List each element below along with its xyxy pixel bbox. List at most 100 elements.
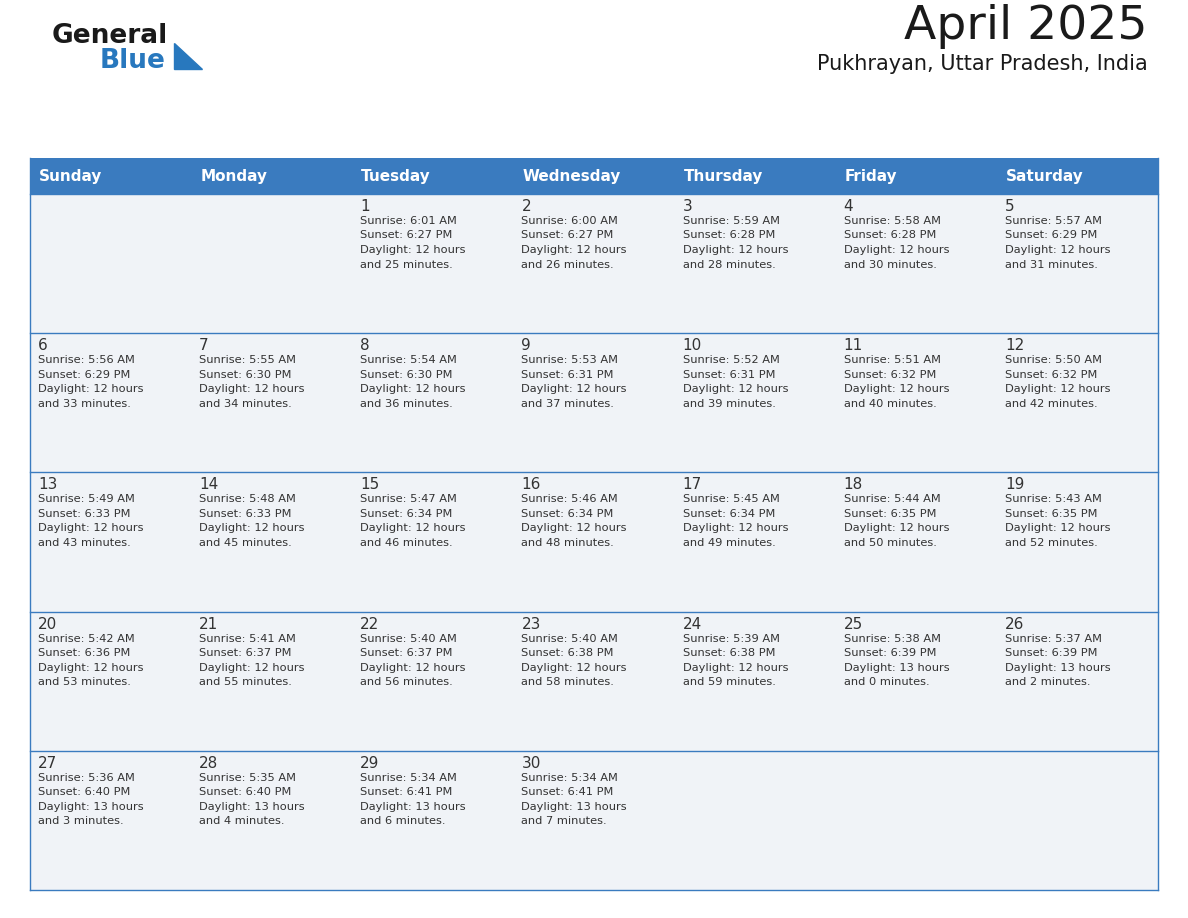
Text: Sunset: 6:41 PM: Sunset: 6:41 PM xyxy=(522,788,614,798)
Text: Tuesday: Tuesday xyxy=(361,169,431,184)
Text: Sunset: 6:29 PM: Sunset: 6:29 PM xyxy=(38,370,131,380)
Text: Daylight: 13 hours: Daylight: 13 hours xyxy=(200,801,305,812)
Text: Friday: Friday xyxy=(845,169,897,184)
Text: Sunrise: 6:01 AM: Sunrise: 6:01 AM xyxy=(360,216,457,226)
Text: Sunrise: 5:34 AM: Sunrise: 5:34 AM xyxy=(360,773,457,783)
Text: Sunrise: 5:59 AM: Sunrise: 5:59 AM xyxy=(683,216,779,226)
Text: Daylight: 12 hours: Daylight: 12 hours xyxy=(843,523,949,533)
Text: and 36 minutes.: and 36 minutes. xyxy=(360,398,453,409)
Bar xyxy=(30,751,1158,890)
Text: and 59 minutes.: and 59 minutes. xyxy=(683,677,776,687)
Text: 21: 21 xyxy=(200,617,219,632)
Text: Sunrise: 5:42 AM: Sunrise: 5:42 AM xyxy=(38,633,134,644)
Text: and 56 minutes.: and 56 minutes. xyxy=(360,677,453,687)
Text: Sunrise: 5:38 AM: Sunrise: 5:38 AM xyxy=(843,633,941,644)
Text: Sunrise: 5:48 AM: Sunrise: 5:48 AM xyxy=(200,495,296,504)
Text: and 31 minutes.: and 31 minutes. xyxy=(1005,260,1098,270)
Text: Sunset: 6:30 PM: Sunset: 6:30 PM xyxy=(360,370,453,380)
Text: and 43 minutes.: and 43 minutes. xyxy=(38,538,131,548)
Text: 18: 18 xyxy=(843,477,862,492)
Text: 25: 25 xyxy=(843,617,862,632)
Text: and 6 minutes.: and 6 minutes. xyxy=(360,816,446,826)
Text: Daylight: 12 hours: Daylight: 12 hours xyxy=(200,385,304,394)
Text: Sunrise: 5:47 AM: Sunrise: 5:47 AM xyxy=(360,495,457,504)
Text: 17: 17 xyxy=(683,477,702,492)
Text: Saturday: Saturday xyxy=(1006,169,1083,184)
Text: Sunrise: 5:43 AM: Sunrise: 5:43 AM xyxy=(1005,495,1101,504)
Text: and 4 minutes.: and 4 minutes. xyxy=(200,816,285,826)
Text: and 42 minutes.: and 42 minutes. xyxy=(1005,398,1098,409)
Text: Sunset: 6:35 PM: Sunset: 6:35 PM xyxy=(1005,509,1098,519)
Text: Daylight: 12 hours: Daylight: 12 hours xyxy=(1005,523,1111,533)
Text: 8: 8 xyxy=(360,338,369,353)
Text: Daylight: 12 hours: Daylight: 12 hours xyxy=(683,523,788,533)
Text: 23: 23 xyxy=(522,617,541,632)
Text: Blue: Blue xyxy=(100,48,166,74)
Text: 4: 4 xyxy=(843,199,853,214)
Text: 11: 11 xyxy=(843,338,862,353)
Text: and 52 minutes.: and 52 minutes. xyxy=(1005,538,1098,548)
Text: Sunrise: 5:37 AM: Sunrise: 5:37 AM xyxy=(1005,633,1101,644)
Text: Daylight: 12 hours: Daylight: 12 hours xyxy=(360,523,466,533)
Text: Daylight: 12 hours: Daylight: 12 hours xyxy=(683,245,788,255)
Text: and 46 minutes.: and 46 minutes. xyxy=(360,538,453,548)
Text: Sunrise: 5:34 AM: Sunrise: 5:34 AM xyxy=(522,773,618,783)
Text: Sunset: 6:28 PM: Sunset: 6:28 PM xyxy=(683,230,775,241)
Text: and 50 minutes.: and 50 minutes. xyxy=(843,538,936,548)
Text: Daylight: 12 hours: Daylight: 12 hours xyxy=(522,385,627,394)
Text: and 7 minutes.: and 7 minutes. xyxy=(522,816,607,826)
Text: Sunset: 6:28 PM: Sunset: 6:28 PM xyxy=(843,230,936,241)
Text: Sunrise: 5:55 AM: Sunrise: 5:55 AM xyxy=(200,355,296,365)
Text: Daylight: 13 hours: Daylight: 13 hours xyxy=(38,801,144,812)
Text: Daylight: 12 hours: Daylight: 12 hours xyxy=(360,245,466,255)
Text: 13: 13 xyxy=(38,477,57,492)
Text: Sunrise: 5:50 AM: Sunrise: 5:50 AM xyxy=(1005,355,1101,365)
Text: 10: 10 xyxy=(683,338,702,353)
Text: and 53 minutes.: and 53 minutes. xyxy=(38,677,131,687)
Text: 30: 30 xyxy=(522,756,541,771)
Text: Sunset: 6:33 PM: Sunset: 6:33 PM xyxy=(200,509,291,519)
Text: Sunset: 6:37 PM: Sunset: 6:37 PM xyxy=(360,648,453,658)
Text: Sunrise: 5:46 AM: Sunrise: 5:46 AM xyxy=(522,495,618,504)
Text: Daylight: 13 hours: Daylight: 13 hours xyxy=(843,663,949,673)
Text: and 55 minutes.: and 55 minutes. xyxy=(200,677,292,687)
Text: Daylight: 12 hours: Daylight: 12 hours xyxy=(1005,245,1111,255)
Text: Sunset: 6:41 PM: Sunset: 6:41 PM xyxy=(360,788,453,798)
Text: Sunrise: 5:40 AM: Sunrise: 5:40 AM xyxy=(360,633,457,644)
Text: and 58 minutes.: and 58 minutes. xyxy=(522,677,614,687)
Text: General: General xyxy=(52,23,169,49)
Text: Sunrise: 5:51 AM: Sunrise: 5:51 AM xyxy=(843,355,941,365)
Text: 14: 14 xyxy=(200,477,219,492)
Text: Sunrise: 5:57 AM: Sunrise: 5:57 AM xyxy=(1005,216,1101,226)
Text: 28: 28 xyxy=(200,756,219,771)
Text: Sunset: 6:40 PM: Sunset: 6:40 PM xyxy=(200,788,291,798)
Text: and 0 minutes.: and 0 minutes. xyxy=(843,677,929,687)
Text: Sunset: 6:33 PM: Sunset: 6:33 PM xyxy=(38,509,131,519)
Text: and 39 minutes.: and 39 minutes. xyxy=(683,398,776,409)
Text: Pukhrayan, Uttar Pradesh, India: Pukhrayan, Uttar Pradesh, India xyxy=(817,54,1148,74)
Text: Sunset: 6:27 PM: Sunset: 6:27 PM xyxy=(360,230,453,241)
Text: Sunset: 6:32 PM: Sunset: 6:32 PM xyxy=(843,370,936,380)
Text: Sunrise: 5:54 AM: Sunrise: 5:54 AM xyxy=(360,355,457,365)
Text: 26: 26 xyxy=(1005,617,1024,632)
Text: and 49 minutes.: and 49 minutes. xyxy=(683,538,776,548)
Text: 6: 6 xyxy=(38,338,48,353)
Text: Sunset: 6:31 PM: Sunset: 6:31 PM xyxy=(683,370,775,380)
Text: Sunrise: 6:00 AM: Sunrise: 6:00 AM xyxy=(522,216,618,226)
Text: Daylight: 13 hours: Daylight: 13 hours xyxy=(522,801,627,812)
Text: 29: 29 xyxy=(360,756,380,771)
Text: Sunset: 6:29 PM: Sunset: 6:29 PM xyxy=(1005,230,1098,241)
Text: Sunrise: 5:36 AM: Sunrise: 5:36 AM xyxy=(38,773,135,783)
Text: Sunset: 6:34 PM: Sunset: 6:34 PM xyxy=(360,509,453,519)
Text: Sunrise: 5:41 AM: Sunrise: 5:41 AM xyxy=(200,633,296,644)
Text: Sunday: Sunday xyxy=(39,169,102,184)
Text: Sunset: 6:38 PM: Sunset: 6:38 PM xyxy=(683,648,775,658)
Text: 20: 20 xyxy=(38,617,57,632)
Text: Sunrise: 5:44 AM: Sunrise: 5:44 AM xyxy=(843,495,941,504)
Text: and 34 minutes.: and 34 minutes. xyxy=(200,398,292,409)
Text: Wednesday: Wednesday xyxy=(523,169,621,184)
Text: Sunrise: 5:49 AM: Sunrise: 5:49 AM xyxy=(38,495,135,504)
Text: Sunrise: 5:35 AM: Sunrise: 5:35 AM xyxy=(200,773,296,783)
Text: Daylight: 12 hours: Daylight: 12 hours xyxy=(522,245,627,255)
Text: and 37 minutes.: and 37 minutes. xyxy=(522,398,614,409)
